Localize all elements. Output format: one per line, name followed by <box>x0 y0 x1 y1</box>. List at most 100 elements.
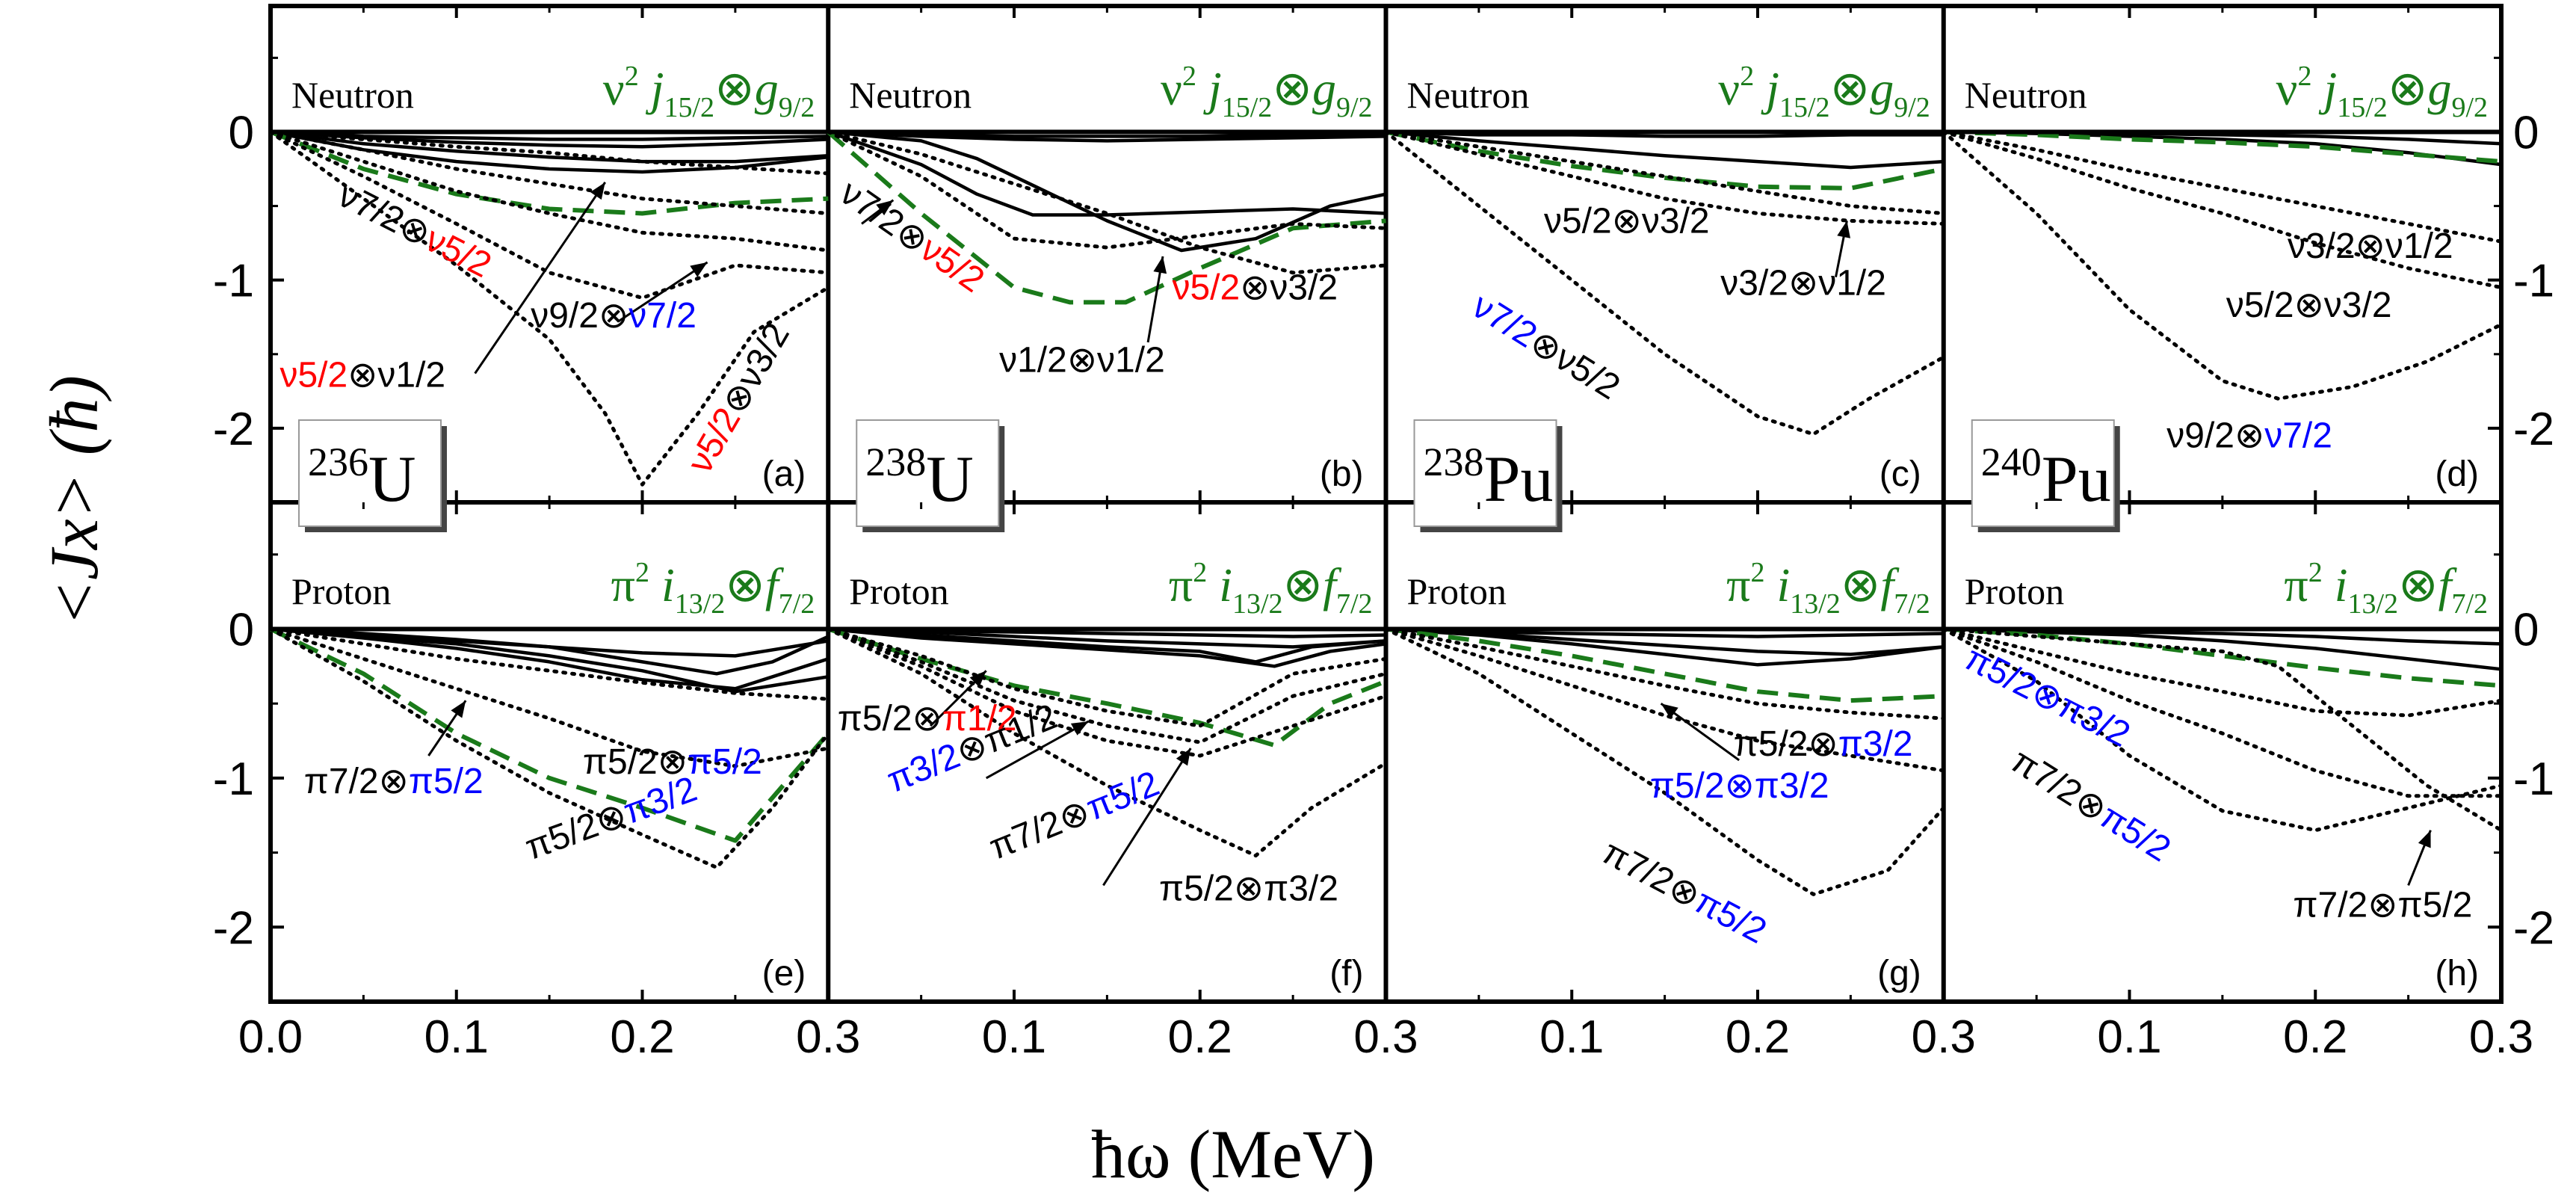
series-dashed <box>1386 626 1944 703</box>
y-tick-label-right: 0 <box>2513 107 2539 158</box>
y-tick-label-right: -2 <box>2513 404 2554 455</box>
y-tick-label-left: -2 <box>213 404 254 455</box>
config-label: π2 i13/2⊗f7/2 <box>611 557 815 620</box>
config-label: ν2 j15/2⊗g9/2 <box>2276 61 2488 123</box>
series-solid <box>270 627 829 691</box>
annotation-part: ν9/2⊗ <box>2166 416 2264 456</box>
annotation-part: ⊗ν1/2 <box>348 355 445 395</box>
annotation-arrowhead <box>2418 830 2431 848</box>
annotation-label: ν5/2⊗ν3/2 <box>2226 286 2392 325</box>
annotation-arrowhead <box>451 700 466 718</box>
config-superscript: 2 <box>1182 61 1196 92</box>
x-tick-label: 0.2 <box>2283 1011 2347 1063</box>
config-prefix: π <box>611 558 635 611</box>
series-solid <box>270 130 829 164</box>
annotation-label: ν5/2⊗ν3/2 <box>1544 201 1710 241</box>
series-dotted <box>1942 130 2504 244</box>
type-label: Neutron <box>1965 74 2087 116</box>
annotation-part: ν3/2⊗ν1/2 <box>2288 226 2453 266</box>
config-orbital-1: i <box>2323 558 2348 611</box>
config-orbital-1-sub: 13/2 <box>2347 588 2398 620</box>
type-label: Neutron <box>849 74 972 116</box>
panel-e: Proton π2 i13/2⊗f7/2(e)π7/2⊗π5/2 π5/2⊗π5/2… <box>268 502 830 1002</box>
y-tick-label-left: 0 <box>229 604 254 656</box>
config-operator: ⊗ <box>1830 62 1871 115</box>
series-solid <box>1386 130 1944 138</box>
series-dotted <box>268 627 830 869</box>
series-solid <box>828 627 1386 668</box>
annotation-part: π5/2⊗ <box>1734 724 1838 764</box>
config-label: ν2 j15/2⊗g9/2 <box>1161 61 1372 123</box>
annotation-arrow <box>617 261 708 323</box>
nucleus-symbol: Pu <box>1484 443 1554 516</box>
nucleus-symbol: Pu <box>2042 443 2111 516</box>
y-tick-label-right: -1 <box>2513 256 2554 307</box>
config-orbital-1-sub: 15/2 <box>1222 92 1273 123</box>
series-solid <box>1943 627 2502 671</box>
config-operator: ⊗ <box>2388 62 2428 115</box>
panel-a: Neutron ν2 j15/2⊗g9/2(a)236Uν7/2⊗ν5/2ν9/2… <box>268 6 830 532</box>
series-dotted <box>268 130 830 487</box>
config-orbital-2-sub: 7/2 <box>1894 588 1930 620</box>
config-orbital-1: i <box>1207 558 1232 611</box>
x-tick-label: 0.1 <box>1539 1011 1604 1063</box>
config-operator: ⊗ <box>1841 558 1881 611</box>
annotation-part: ν7/2⊗ <box>833 173 936 262</box>
panel-c: Neutron ν2 j15/2⊗g9/2 (c) 238Pu ν5/2⊗ν3/2 ν3/… <box>1384 6 1946 532</box>
series-dotted <box>1384 130 1946 437</box>
config-superscript: 2 <box>1193 557 1207 588</box>
series-dotted <box>1942 130 2504 401</box>
config-superscript: 2 <box>635 557 649 588</box>
nucleus-label: 238Pu <box>1424 440 1554 516</box>
series-dashed <box>269 626 830 843</box>
annotation-arrowhead <box>1837 221 1850 238</box>
annotation-part: ν7/2 <box>628 296 696 336</box>
config-orbital-2-sub: 9/2 <box>1336 92 1373 123</box>
annotation-part: π5/2 <box>688 742 762 782</box>
y-tick-label-right: -1 <box>2513 753 2554 805</box>
x-tick-label: 0.1 <box>982 1011 1046 1063</box>
config-superscript: 2 <box>625 61 639 92</box>
series-dotted <box>268 627 830 768</box>
annotation-arrowhead <box>1661 703 1678 719</box>
series-solid <box>270 130 829 149</box>
nucleus-label: 238U <box>865 440 974 516</box>
annotation-arrow <box>474 182 606 375</box>
annotation-part: ⊗ν5/2 <box>1523 322 1627 407</box>
series-dotted <box>268 130 830 253</box>
annotation-part: π7/2⊗π5/2 <box>2293 885 2472 925</box>
annotation-arrowhead <box>969 671 986 688</box>
plot-area: 0 0 -1 -1 -2 -2 0 0 -1 -1 -2 -2 0.0 0.1 0.2 0.3 0.1 0.2 0.… <box>213 4 2554 1063</box>
annotation-label: π5/2⊗π1/2 <box>838 699 1017 739</box>
annotation-label: π7/2⊗π5/2 <box>983 764 1164 868</box>
config-orbital-1-sub: 15/2 <box>1779 92 1830 123</box>
series-dotted <box>826 627 1388 758</box>
annotation-part: π3/2 <box>1838 724 1913 764</box>
x-tick-label: 0.1 <box>2097 1011 2161 1063</box>
config-orbital-2-sub: 7/2 <box>1336 588 1373 620</box>
annotation-arrow <box>1102 748 1192 887</box>
config-orbital-2: g <box>755 62 779 115</box>
x-tick-label: 0.3 <box>796 1011 860 1063</box>
annotation-label: ν5/2⊗ν1/2 <box>279 355 445 395</box>
config-label: ν2 j15/2⊗g9/2 <box>1718 61 1930 123</box>
nucleus-mass: 236 <box>308 440 368 484</box>
annotation-part: ν5/2 <box>279 355 348 395</box>
annotation-part: π5/2⊗π3/2 <box>1959 638 2137 755</box>
annotation-arrowhead <box>590 182 605 200</box>
series-dotted <box>826 130 1388 275</box>
type-label: Neutron <box>291 74 414 116</box>
annotation-label: π7/2⊗π5/2 <box>2004 741 2178 869</box>
annotation-part: ν3/2⊗ν1/2 <box>1720 264 1886 303</box>
series-dotted <box>826 627 1388 728</box>
annotation-part: ν5/2⊗ν3/2 <box>1544 201 1710 241</box>
annotation-arrowhead <box>690 262 708 277</box>
config-orbital-1: j <box>2311 62 2337 115</box>
series-solid <box>828 627 1386 664</box>
y-tick-label-left: -1 <box>213 753 254 805</box>
nucleus-box <box>856 419 1000 527</box>
annotation-part: ν5/2⊗ν3/2 <box>2226 286 2392 325</box>
panel-label: (c) <box>1880 454 1921 494</box>
config-orbital-1: j <box>1754 62 1779 115</box>
config-orbital-1-sub: 15/2 <box>2337 92 2388 123</box>
